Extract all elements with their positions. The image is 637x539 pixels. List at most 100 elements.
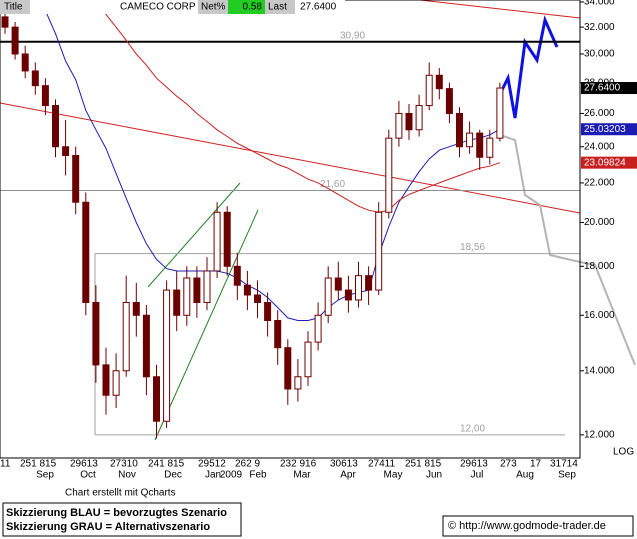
candle-body xyxy=(52,105,59,148)
x-month-label: Jun xyxy=(426,470,442,481)
channel-line xyxy=(154,209,259,441)
y-tick-label: 32.000 xyxy=(584,22,615,33)
y-tick-label: 16.000 xyxy=(584,310,615,321)
candle-body xyxy=(365,275,373,291)
price-badge-label: 23.09824 xyxy=(584,157,626,168)
x-tick-label: 232 916 xyxy=(280,459,317,470)
candle-body xyxy=(173,289,181,316)
scale-label: LOG xyxy=(613,447,634,458)
y-tick-label: 34.000 xyxy=(584,0,615,8)
candle-body xyxy=(355,275,362,301)
x-month-label: Dec xyxy=(164,470,182,481)
header-cell xyxy=(198,0,228,14)
trend-line xyxy=(0,102,581,214)
x-month-label: Apr xyxy=(340,470,356,481)
x-month-label: Nov xyxy=(118,470,136,481)
candle-body xyxy=(264,301,272,321)
candle-body xyxy=(31,70,39,87)
copyright: © http://www.godmode-trader.de xyxy=(448,520,606,532)
legend-entry: Skizzierung BLAU = bevorzugtes Szenario xyxy=(6,507,227,519)
x-tick-label: 29613 xyxy=(70,459,98,470)
header-last-value: 27.6400 xyxy=(300,2,337,13)
candle-body xyxy=(324,277,332,316)
candle-body xyxy=(62,146,70,156)
x-month-label: 2009 xyxy=(220,470,243,481)
candle-body xyxy=(183,277,191,316)
copyright-box xyxy=(442,515,634,537)
header-cell xyxy=(265,0,295,14)
candle-body xyxy=(92,301,100,366)
header-cell xyxy=(228,0,265,14)
level-label: 18,56 xyxy=(460,242,485,253)
x-month-label: Sep xyxy=(36,470,54,481)
header-cell xyxy=(295,0,345,14)
candle-body xyxy=(142,314,150,378)
header-symbol: CAMECO CORP xyxy=(120,2,196,13)
candle-body xyxy=(304,341,312,378)
header-cell xyxy=(0,0,30,14)
candle-body xyxy=(132,301,140,316)
candle-body xyxy=(122,301,130,372)
candle-body xyxy=(496,87,504,139)
candle-body xyxy=(314,314,322,343)
moving-average xyxy=(95,1,501,213)
candle-body xyxy=(82,201,90,303)
candle-body xyxy=(254,294,261,303)
header-net-label: Net% xyxy=(201,2,226,13)
x-tick-label: 31714 xyxy=(550,459,578,470)
price-badge xyxy=(581,82,637,95)
candle-body xyxy=(445,88,453,114)
moving-average xyxy=(44,10,501,321)
candle-body xyxy=(72,154,80,203)
level-label: 21,60 xyxy=(320,179,345,190)
candle-body xyxy=(223,211,231,267)
legend-entry: Skizzierung GRAU = Alternativszenario xyxy=(6,521,210,533)
x-tick-label: 27411 xyxy=(368,459,396,470)
x-month-label: Oct xyxy=(80,470,96,481)
candle-body xyxy=(1,16,9,28)
candle-body xyxy=(112,370,120,396)
x-tick-label: 241 815 xyxy=(148,459,185,470)
trend-line xyxy=(419,0,581,19)
header-cell xyxy=(30,0,198,14)
candle-body xyxy=(243,284,251,296)
candle-body xyxy=(153,376,160,422)
y-tick-label: 30.000 xyxy=(584,49,615,60)
candle-body xyxy=(193,277,201,303)
x-tick-label: 251 815 xyxy=(405,459,442,470)
price-badge-label: 25.03203 xyxy=(584,124,626,135)
candle-body xyxy=(41,85,49,107)
candle-body xyxy=(385,137,393,213)
candle-body xyxy=(375,211,383,291)
x-month-label: Aug xyxy=(516,470,534,481)
x-month-label: Jul xyxy=(471,470,484,481)
candle-body xyxy=(435,74,443,90)
level-label: 12,00 xyxy=(460,423,485,434)
x-month-label: May xyxy=(384,470,403,481)
header-net-value: 0.58 xyxy=(243,2,263,13)
legend-box xyxy=(2,502,242,537)
x-tick-label: 29613 xyxy=(460,459,488,470)
candle-body xyxy=(213,211,221,272)
x-tick-label: 11 xyxy=(0,459,11,470)
x-tick-label: 29512 xyxy=(198,459,226,470)
x-month-label: Sep xyxy=(558,470,576,481)
y-tick-label: 18.000 xyxy=(584,261,615,272)
y-tick-label: 14.000 xyxy=(584,365,615,376)
level-label: 30,90 xyxy=(340,30,365,41)
x-tick-label: 273 xyxy=(500,459,517,470)
candle-body xyxy=(486,137,494,158)
header: Title CAMECO CORP Net% 0.58 Last 27.6400 xyxy=(0,0,345,14)
x-month-label: Mar xyxy=(293,470,311,481)
candle-body xyxy=(425,74,433,107)
candle-body xyxy=(21,53,29,72)
candle-body xyxy=(11,26,19,55)
candle-body xyxy=(344,289,352,301)
price-badge xyxy=(581,123,637,136)
candle-body xyxy=(456,112,463,148)
y-tick-label: 20.000 xyxy=(584,217,615,228)
y-tick-label: 24.000 xyxy=(584,141,615,152)
candle-body xyxy=(405,112,413,131)
